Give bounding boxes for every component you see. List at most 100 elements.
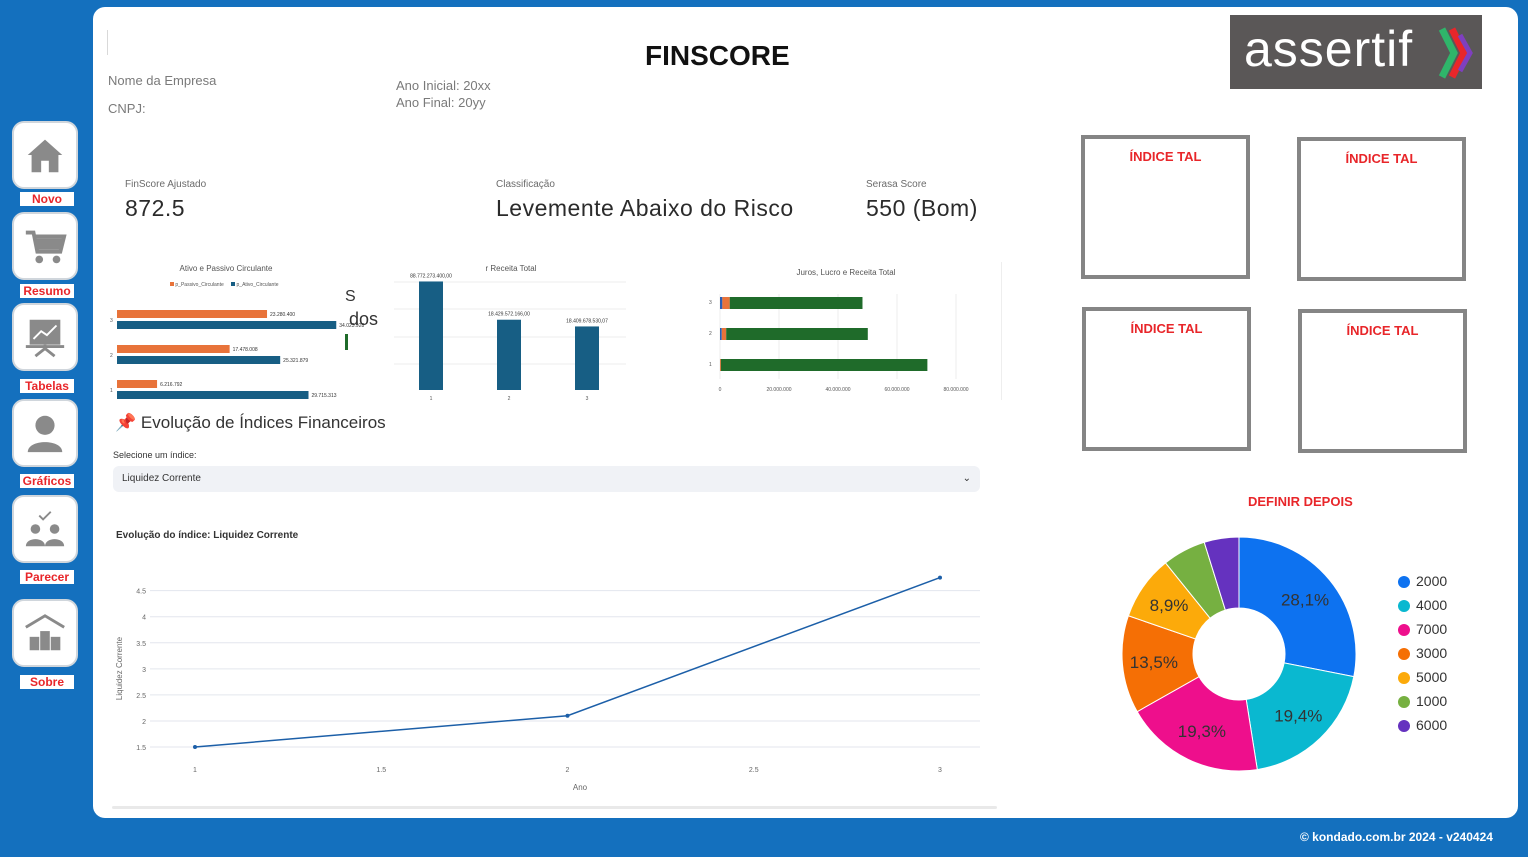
x-tick-label: 1 (430, 396, 433, 400)
chart1-legend: p_Passivo_Circulante p_Ativo_Circulante (170, 282, 279, 288)
x-tick-label: 2 (566, 767, 570, 774)
legend-swatch (1398, 672, 1410, 685)
data-label: 29.715.313 (311, 393, 336, 399)
x-tick-label: 60.000.000 (884, 387, 909, 393)
pin-icon: 📌 (115, 413, 137, 432)
index-card-title: ÍNDICE TAL (1130, 321, 1203, 336)
legend-swatch (1398, 696, 1410, 709)
pie-slice-label: 28,1% (1281, 591, 1329, 610)
data-label: 23.280.400 (270, 312, 295, 318)
data-label: 25.321.879 (283, 358, 308, 364)
legend-label: 6000 (1416, 717, 1448, 733)
bar (720, 297, 723, 309)
legend-item[interactable]: 2000 (1398, 572, 1447, 590)
legend-item[interactable]: 7000 (1398, 620, 1447, 638)
sidebar-label-resumo[interactable]: Resumo (20, 284, 74, 298)
legend-label: 1000 (1416, 693, 1448, 709)
index-card-title: ÍNDICE TAL (1129, 149, 1202, 164)
sidebar-item-resumo[interactable] (12, 212, 78, 280)
end-year: Ano Final: 20yy (396, 95, 486, 110)
bar (117, 310, 268, 318)
bar (720, 359, 721, 371)
company-name-label: Nome da Empresa (108, 73, 217, 88)
footer-text: © kondado.com.br 2024 - v240424 (1300, 830, 1493, 844)
serasa-value: 550 (Bom) (866, 195, 978, 221)
index-select[interactable]: Liquidez Corrente ⌄ (113, 466, 980, 492)
logo: assertif (1230, 15, 1482, 89)
y-tick-label: 4 (142, 615, 146, 622)
legend-item[interactable]: 6000 (1398, 716, 1447, 734)
pie-slice (1121, 615, 1200, 713)
x-tick-label: 80.000.000 (943, 387, 968, 393)
bar (497, 319, 521, 390)
bar (117, 321, 337, 329)
sidebar-label-novo[interactable]: Novo (20, 192, 74, 206)
y-tick-label: 1 (709, 362, 712, 368)
cart-icon (25, 230, 67, 264)
data-point (938, 575, 942, 580)
finscore-label: FinScore Ajustado (125, 179, 207, 190)
y-tick-label: 3 (110, 318, 113, 324)
overlap-text-1: S (345, 288, 356, 305)
logo-mark-icon (1438, 27, 1473, 79)
home-icon (27, 139, 63, 173)
x-tick-label: 2 (508, 396, 511, 400)
legend-swatch (1398, 576, 1410, 589)
legend-label: 4000 (1416, 597, 1448, 613)
cnpj-label: CNPJ: (108, 101, 146, 116)
data-label: 18.429.572.166,00 (488, 312, 530, 318)
classification-value: Levemente Abaixo do Risco (496, 195, 794, 221)
x-tick-label: 40.000.000 (825, 387, 850, 393)
chart2-title: r Receita Total (485, 264, 537, 273)
sidebar-label-graficos[interactable]: Gráficos (20, 474, 74, 488)
x-tick-label: 1 (193, 767, 197, 774)
pie-chart: 28,1% 19,4% 19,3% 13,5% 8,9% (1121, 536, 1357, 772)
sidebar-item-sobre[interactable] (12, 599, 78, 667)
sidebar-item-graficos[interactable] (12, 399, 78, 467)
legend-label: 7000 (1416, 621, 1448, 637)
sidebar-item-parecer[interactable] (12, 495, 78, 563)
sidebar-label-sobre[interactable]: Sobre (20, 675, 74, 689)
pie-slice-label: 13,5% (1130, 653, 1178, 672)
sidebar-label-parecer[interactable]: Parecer (20, 570, 74, 584)
y-tick-label: 2 (142, 719, 146, 726)
sidebar-label-tabelas[interactable]: Tabelas (20, 379, 74, 393)
data-label: 88.772.273.400,00 (410, 273, 452, 279)
presentation-icon (25, 319, 65, 358)
legend-item[interactable]: 5000 (1398, 668, 1447, 686)
bar (117, 345, 230, 353)
bar (117, 391, 309, 399)
legend-item[interactable]: 3000 (1398, 644, 1447, 662)
legend-item[interactable]: 1000 (1398, 692, 1447, 710)
y-axis-label: Liquidez Corrente (115, 636, 124, 700)
data-label: 17.478.008 (233, 347, 258, 353)
sidebar-item-novo[interactable] (12, 121, 78, 189)
bar (722, 297, 730, 309)
x-tick-label: 3 (586, 396, 589, 400)
logo-text: assertif (1244, 21, 1414, 77)
x-tick-label: 1.5 (376, 767, 386, 774)
series-line (194, 576, 941, 748)
bar (720, 328, 722, 340)
mini-charts-svg: 3 23.280.400 34.023.928 2 17.478.008 25.321.8… (110, 273, 969, 400)
pie-title: DEFINIR DEPOIS (1248, 494, 1353, 509)
select-label: Selecione um índice: (113, 450, 197, 460)
bar (117, 356, 281, 364)
legend-swatch (1398, 720, 1410, 733)
select-value: Liquidez Corrente (122, 473, 201, 484)
legend-item[interactable]: 4000 (1398, 596, 1447, 614)
chevron-down-icon: ⌄ (962, 473, 971, 484)
bar (117, 380, 158, 388)
index-card-4: ÍNDICE TAL (1298, 309, 1467, 453)
divider (107, 30, 108, 55)
legend-label: 2000 (1416, 573, 1448, 589)
x-tick-label: 2.5 (749, 767, 759, 774)
bar (729, 297, 863, 309)
evolution-chart-title: Evolução do índice: Liquidez Corrente (116, 530, 299, 541)
start-year: Ano Inicial: 20xx (396, 78, 491, 93)
overlap-text-2: dos (349, 309, 379, 329)
sidebar-item-tabelas[interactable] (12, 303, 78, 371)
team-check-icon (25, 511, 65, 547)
x-tick-label: 3 (938, 767, 942, 774)
pie-slice (1245, 662, 1355, 771)
